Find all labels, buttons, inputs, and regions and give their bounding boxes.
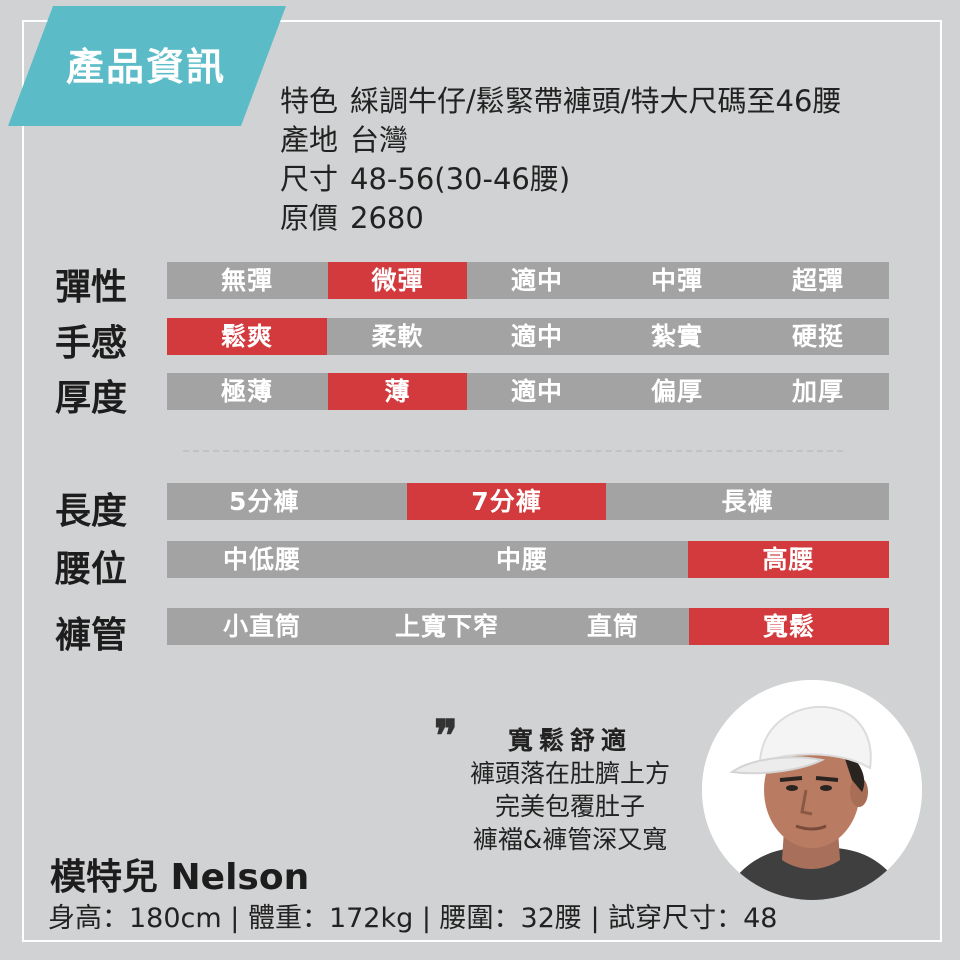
rating-bar-waist: 中低腰 中腰 高腰 (167, 541, 889, 578)
rating-option: 超彈 (791, 266, 844, 295)
rating-option: 紮實 (650, 322, 703, 351)
fit-comment-line: 褲頭落在肚臍上方 (469, 759, 670, 788)
info-row-size: 尺寸 48-56(30-46腰) (280, 160, 841, 199)
rating-option: 上寬下窄 (394, 612, 499, 641)
info-label: 原價 (280, 201, 339, 235)
rating-bar-leg: 小直筒 上寬下窄 直筒 寬鬆 (167, 608, 889, 645)
rating-label-thickness: 厚度 (55, 378, 128, 419)
info-value: 2680 (350, 201, 424, 235)
rating-option: 適中 (510, 377, 563, 406)
product-info-tag: 產品資訊 (8, 6, 286, 126)
rating-label-leg: 褲管 (55, 615, 128, 656)
rating-label-hand-feel: 手感 (55, 323, 128, 364)
info-row-feature: 特色 綵調牛仔/鬆緊帶褲頭/特大尺碼至46腰 (280, 82, 841, 121)
fit-comment-title: 寬鬆舒適 (507, 726, 632, 755)
model-stats: 身高：180cm | 體重：172kg | 腰圍：32腰 | 試穿尺寸：48 (48, 903, 778, 934)
rating-option: 薄 (328, 373, 467, 410)
product-info-list: 特色 綵調牛仔/鬆緊帶褲頭/特大尺碼至46腰 產地 台灣 尺寸 48-56(30-46… (280, 82, 841, 238)
rating-option: 適中 (510, 322, 563, 351)
rating-option: 無彈 (220, 266, 273, 295)
rating-option: 適中 (510, 266, 563, 295)
info-row-price: 原價 2680 (280, 199, 841, 238)
content-frame (22, 20, 942, 942)
rating-option: 中腰 (495, 545, 548, 574)
model-name: 模特兒 Nelson (50, 857, 310, 898)
rating-option: 微彈 (328, 262, 467, 299)
section-divider (183, 450, 843, 452)
info-value: 綵調牛仔/鬆緊帶褲頭/特大尺碼至46腰 (350, 84, 842, 118)
rating-option: 長褲 (721, 487, 774, 516)
product-info-tag-label: 產品資訊 (66, 45, 227, 89)
rating-label-elasticity: 彈性 (55, 267, 128, 308)
info-label: 產地 (280, 123, 339, 157)
info-value: 台灣 (350, 123, 409, 157)
model-photo (702, 680, 922, 900)
rating-bar-thickness: 極薄 薄 適中 偏厚 加厚 (167, 373, 889, 410)
rating-option: 5分褲 (229, 487, 300, 516)
rating-bar-elasticity: 無彈 微彈 適中 中彈 超彈 (167, 262, 889, 299)
info-row-origin: 產地 台灣 (280, 121, 841, 160)
rating-option: 中低腰 (222, 545, 301, 574)
fit-comment: ❞ 寬鬆舒適 褲頭落在肚臍上方 完美包覆肚子 褲襠&褲管深又寬 (430, 715, 710, 856)
rating-option: 中彈 (650, 266, 703, 295)
rating-option: 7分褲 (407, 483, 606, 520)
rating-option: 極薄 (220, 377, 273, 406)
rating-option: 高腰 (688, 541, 889, 578)
rating-option: 直筒 (586, 612, 639, 641)
rating-option: 加厚 (791, 377, 844, 406)
model-avatar (702, 680, 922, 900)
rating-option: 偏厚 (650, 377, 703, 406)
rating-bar-hand-feel: 鬆爽 柔軟 適中 紮實 硬挺 (167, 318, 889, 355)
fit-comment-line: 完美包覆肚子 (494, 792, 645, 821)
rating-option: 寬鬆 (689, 608, 889, 645)
rating-option: 硬挺 (791, 322, 844, 351)
rating-label-waist: 腰位 (55, 549, 128, 590)
fit-comment-line: 褲襠&褲管深又寬 (472, 825, 668, 854)
rating-label-length: 長度 (55, 491, 128, 532)
info-value: 48-56(30-46腰) (350, 162, 571, 196)
info-label: 尺寸 (280, 162, 339, 196)
rating-option: 柔軟 (371, 322, 424, 351)
rating-option: 鬆爽 (167, 318, 327, 355)
quote-mark-icon: ❞ (434, 711, 458, 762)
info-label: 特色 (280, 84, 339, 118)
rating-option: 小直筒 (222, 612, 301, 641)
rating-bar-length: 5分褲 7分褲 長褲 (167, 483, 889, 520)
